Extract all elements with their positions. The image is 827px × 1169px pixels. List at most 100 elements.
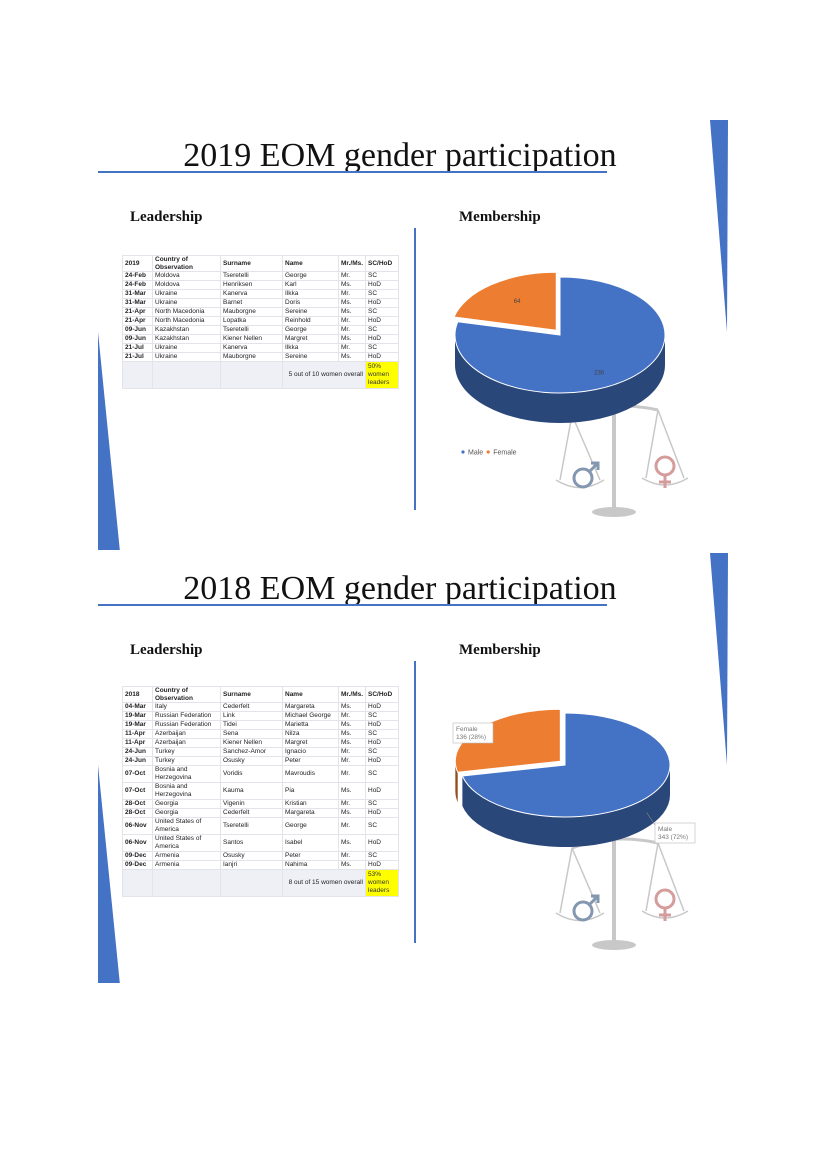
table-cell: Mr. (338, 799, 366, 809)
data-label: 343 (72%) (658, 834, 688, 841)
table-cell: SC (365, 817, 399, 835)
table-cell: 09-Dec (122, 851, 153, 861)
leadership-table: 2019 Country of Observation Surname Name Mr.… (122, 255, 399, 389)
leader-line (646, 812, 656, 826)
table-row: 06-Nov United States of America Tseretelli… (122, 817, 399, 835)
table-cell: Mr. (338, 271, 366, 281)
table-cell: Vigenin (220, 799, 283, 809)
table-cell: HoD (365, 808, 399, 818)
header-cell: Surname (220, 686, 283, 703)
table-cell: Voridis (220, 765, 283, 783)
table-cell: 24-Jun (122, 756, 153, 766)
table-cell: Reinhold (282, 316, 339, 326)
table-cell: Armenia (152, 860, 221, 870)
table-cell: 31-Mar (122, 289, 153, 299)
table-cell: Mr. (338, 756, 366, 766)
header-cell: Name (282, 686, 339, 703)
header-cell: Surname (220, 255, 283, 272)
table-cell: Kanerva (220, 289, 283, 299)
table-cell: Mauborgne (220, 307, 283, 317)
table-cell: Sereine (282, 352, 339, 362)
table-cell: SC (365, 307, 399, 317)
table-cell: Bosnia and Herzegovina (152, 782, 221, 800)
table-cell: 21-Apr (122, 307, 153, 317)
table-cell: Azerbaijan (152, 738, 221, 748)
header-cell: 2019 (122, 255, 153, 272)
table-cell: Mr. (338, 851, 366, 861)
legend-swatch (486, 450, 490, 454)
header-cell: Mr./Ms. (338, 686, 366, 703)
table-cell: Mr. (338, 325, 366, 335)
table-cell: HoD (365, 834, 399, 852)
header-row: 2019 Country of Observation Surname Name Mr.… (122, 255, 399, 272)
table-cell: HoD (365, 702, 399, 712)
table-cell: Kanerva (220, 343, 283, 353)
table-cell: George (282, 325, 339, 335)
table-cell: Ukraine (152, 298, 221, 308)
table-cell: Ms. (338, 720, 366, 730)
female-symbol (654, 888, 676, 910)
table-cell: Barnet (220, 298, 283, 308)
female-symbol (654, 455, 676, 477)
table-cell: Cederfelt (220, 808, 283, 818)
table-cell: Ms. (338, 298, 366, 308)
section-heading: Membership (459, 209, 541, 225)
table-cell: HoD (365, 352, 399, 362)
table-cell: SC (365, 851, 399, 861)
table-cell: Sanchez-Amor (220, 747, 283, 757)
table-cell: North Macedonia (152, 316, 221, 326)
table-cell: HoD (365, 860, 399, 870)
table-cell: Kiener Nellen (220, 738, 283, 748)
table-cell: HoD (365, 298, 399, 308)
table-cell: Tseretelli (220, 817, 283, 835)
table-cell: 11-Apr (122, 738, 153, 748)
data-label: 236 (594, 370, 605, 376)
data-label-name: Male (658, 826, 672, 833)
table-cell: 09-Jun (122, 334, 153, 344)
table-cell: Mauborgne (220, 352, 283, 362)
table-row: 04-Mar Italy Cederfelt Margareta Ms. HoD (122, 702, 399, 712)
table-cell: Mr. (338, 316, 366, 326)
table-cell: Ignacio (282, 747, 339, 757)
header-row: 2018 Country of Observation Surname Name Mr.… (122, 686, 399, 703)
section-heading: Leadership (130, 642, 203, 658)
table-cell: Ms. (338, 729, 366, 739)
table-cell: Moldova (152, 280, 221, 290)
table-row: 06-Nov United States of America Santos Isab… (122, 834, 399, 852)
table-cell: HoD (365, 720, 399, 730)
label-box (654, 822, 696, 844)
table-row: 19-Mar Russian Federation Tidei Marietta Ms.… (122, 720, 399, 730)
table-cell: Kiener Nellen (220, 334, 283, 344)
data-label: 64 (514, 299, 521, 305)
male-symbol (587, 894, 600, 907)
header-cell: SC/HoD (365, 686, 399, 703)
empty-cell (220, 361, 283, 389)
table-cell: United States of America (152, 817, 221, 835)
leadership-table: 2018 Country of Observation Surname Name Mr.… (122, 686, 399, 897)
table-cell: 19-Mar (122, 720, 153, 730)
header-cell: 2018 (122, 686, 153, 703)
slide-canvas: 2018 EOM gender participation Leadership M… (98, 553, 728, 983)
male-symbol (572, 900, 594, 922)
table-cell: Mavroudis (282, 765, 339, 783)
table-row: 07-Oct Bosnia and Herzegovina Kauma Pia Ms. H… (122, 782, 399, 800)
table-cell: Ms. (338, 334, 366, 344)
female-symbol (659, 475, 671, 488)
table-cell: Osusky (220, 756, 283, 766)
table-cell: Tseretelli (220, 271, 283, 281)
slide-title: 2018 EOM gender participation (183, 570, 616, 607)
header-cell: Mr./Ms. (338, 255, 366, 272)
table-cell: SC (365, 729, 399, 739)
table-row: 09-Jun Kazakhstan Kiener Nellen Margret Ms. H… (122, 334, 399, 344)
table-cell: Azerbaijan (152, 729, 221, 739)
table-cell: 09-Dec (122, 860, 153, 870)
female-symbol (659, 908, 671, 921)
table-cell: HoD (365, 782, 399, 800)
table-cell: SC (365, 747, 399, 757)
decor-triangle (710, 120, 728, 332)
table-cell: Georgia (152, 799, 221, 809)
table-cell: Nahima (282, 860, 339, 870)
table-cell: Kristian (282, 799, 339, 809)
table-cell: Santos (220, 834, 283, 852)
